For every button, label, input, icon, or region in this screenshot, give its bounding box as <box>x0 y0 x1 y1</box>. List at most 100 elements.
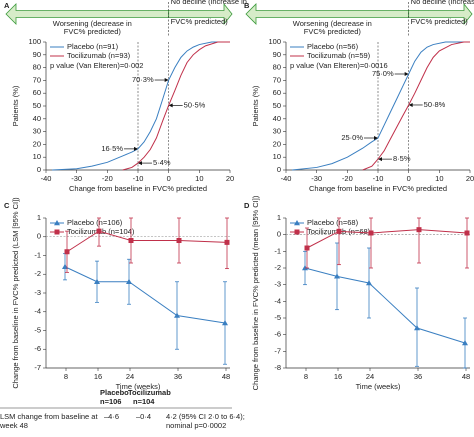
x-tick-label: -10 <box>373 174 384 183</box>
x-tick-label: 8 <box>304 372 308 381</box>
x-tick-label: -20 <box>102 174 113 183</box>
cell: –0·4 <box>136 412 151 421</box>
y-tick-label: 100 <box>28 37 41 46</box>
y-tick-label: 0 <box>37 165 41 174</box>
x-tick-label: 16 <box>94 372 102 381</box>
y-tick-label: 80 <box>33 63 41 72</box>
x-tick-label: 0 <box>407 174 411 183</box>
annotation-label: 16·5% <box>101 144 123 153</box>
y-tick-label: 60 <box>33 88 41 97</box>
banner-text: FVC% predicted) <box>411 17 469 26</box>
banner-text: Worsening (decrease in <box>293 19 372 28</box>
marker <box>176 238 182 243</box>
marker <box>366 280 372 286</box>
series-line <box>304 267 466 344</box>
cell-note: 4·2 (95% CI 2·0 to 6·4); <box>166 412 245 421</box>
x-tick-label: -40 <box>281 174 292 183</box>
marker <box>416 227 422 233</box>
y-tick-label: -6 <box>274 330 281 339</box>
y-tick-label: -7 <box>34 363 41 372</box>
y-tick-label: 0 <box>277 165 281 174</box>
y-tick-label: 90 <box>33 50 41 59</box>
y-tick-label: -4 <box>34 307 41 316</box>
x-tick-label: -20 <box>342 174 353 183</box>
series-line <box>64 266 226 324</box>
banner-text: FVC% predicted) <box>171 17 229 26</box>
x-tick-label: 16 <box>334 372 342 381</box>
y-tick-label: 70 <box>33 75 41 84</box>
y-tick-label: 80 <box>273 63 281 72</box>
x-tick-label: 36 <box>174 372 182 381</box>
y-tick-label: 40 <box>33 114 41 123</box>
cell-note: nominal p=0·0002 <box>166 421 226 430</box>
y-tick-label: -1 <box>34 250 41 259</box>
annotation-label: 70·3% <box>132 75 154 84</box>
banner-text: FVC% predicted) <box>304 27 362 36</box>
table-header: Placebo <box>100 388 129 397</box>
marker <box>222 320 228 326</box>
table-header: n=106 <box>100 397 121 406</box>
banner-text: No decline (increase in <box>171 0 247 6</box>
annotation-label: 75·0% <box>372 69 394 78</box>
banner-text: Worsening (decrease in <box>53 19 132 28</box>
x-tick-label: -40 <box>41 174 52 183</box>
panel-label: A <box>4 1 10 10</box>
y-tick-label: -3 <box>34 288 41 297</box>
table-header: Tocilizumab <box>128 388 171 397</box>
marker <box>334 273 340 279</box>
x-tick-label: -10 <box>133 174 144 183</box>
marker <box>126 278 132 284</box>
marker <box>62 263 68 269</box>
annotation-label: 5·4% <box>153 158 171 167</box>
banner-arrow <box>168 2 233 26</box>
ecdf-line <box>362 41 470 171</box>
arrow-head <box>164 78 169 83</box>
x-tick-label: 36 <box>414 372 422 381</box>
row-label: week 48 <box>0 421 28 430</box>
y-tick-label: 50 <box>273 101 281 110</box>
x-tick-label: 20 <box>466 174 474 183</box>
marker <box>174 312 180 318</box>
y-tick-label: 90 <box>273 50 281 59</box>
y-tick-label: 0 <box>37 232 41 241</box>
y-tick-label: 30 <box>33 127 41 136</box>
x-axis-title: Time (weeks) <box>116 382 161 391</box>
marker <box>64 249 70 255</box>
y-tick-label: -8 <box>274 363 281 372</box>
y-tick-label: 100 <box>268 37 281 46</box>
y-tick-label: 10 <box>273 152 281 161</box>
y-tick-label: 1 <box>277 213 281 222</box>
y-tick-label: 60 <box>273 88 281 97</box>
p-value: p value (Van Elteren)=0·002 <box>50 61 143 70</box>
arrow-head <box>378 157 382 162</box>
y-tick-label: -2 <box>34 269 41 278</box>
banner-arrow <box>408 2 473 26</box>
legend-label: Tocilizumab (n=59) <box>307 51 371 60</box>
x-tick-label: 20 <box>226 174 234 183</box>
x-axis-title: Change from baseline in FVC% predicted <box>309 184 447 193</box>
y-tick-label: -6 <box>34 344 41 353</box>
panel-label: D <box>244 201 250 210</box>
arrow-head <box>168 103 173 108</box>
ecdf-line <box>122 41 230 171</box>
y-tick-label: -5 <box>274 313 281 322</box>
y-tick-label: 0 <box>277 230 281 239</box>
banner-text: FVC% predicted) <box>64 27 122 36</box>
y-tick-label: -7 <box>274 346 281 355</box>
arrow-head <box>404 72 409 76</box>
y-tick-label: 30 <box>273 127 281 136</box>
ecdf-line <box>52 41 230 171</box>
x-tick-label: 10 <box>435 174 443 183</box>
x-tick-label: 24 <box>126 372 134 381</box>
x-tick-label: 24 <box>366 372 374 381</box>
p-value: p value (Van Elteren)=0·0016 <box>290 61 388 70</box>
arrow-head <box>138 161 142 166</box>
annotation-label: 8·5% <box>393 154 411 163</box>
y-tick-label: 10 <box>33 152 41 161</box>
arrow-head <box>408 102 413 107</box>
x-tick-label: 8 <box>64 372 68 381</box>
banner-text: No decline (increase in <box>411 0 474 6</box>
x-axis-title: Change from baseline in FVC% predicted <box>69 184 207 193</box>
y-tick-label: 20 <box>273 139 281 148</box>
